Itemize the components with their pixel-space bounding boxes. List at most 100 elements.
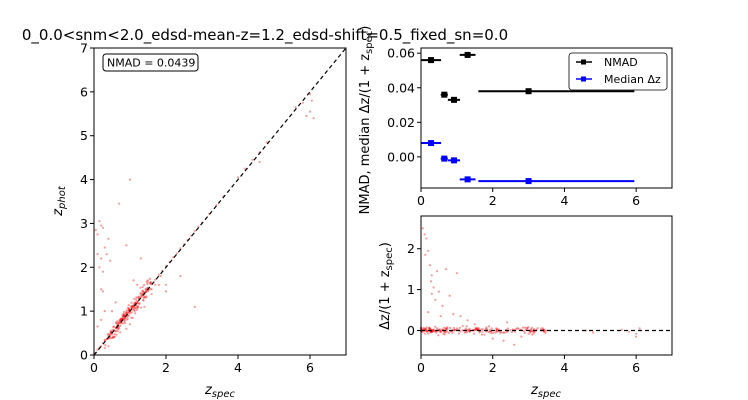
data-point xyxy=(506,321,509,324)
data-point xyxy=(193,229,196,232)
data-point xyxy=(143,305,146,308)
data-point xyxy=(481,328,484,331)
data-point xyxy=(118,322,121,325)
data-point xyxy=(532,327,536,331)
data-point xyxy=(118,321,121,325)
data-point xyxy=(132,308,135,311)
data-point xyxy=(464,327,467,330)
data-point xyxy=(125,311,128,314)
data-point xyxy=(94,228,97,232)
x-tick-label: 0 xyxy=(417,360,425,375)
data-point xyxy=(428,328,431,331)
y-tick-label: 5 xyxy=(80,128,88,143)
data-point xyxy=(522,329,526,333)
data-point xyxy=(133,309,136,312)
data-point xyxy=(111,336,114,339)
x-axis-ticks: 0 2 4 6 xyxy=(417,355,640,375)
data-point xyxy=(495,328,498,332)
nmad-annotation: NMAD = 0.0439 xyxy=(102,53,199,72)
data-point xyxy=(468,330,471,333)
x-tick-label: 2 xyxy=(162,360,170,375)
data-point xyxy=(308,93,312,96)
series-nmad xyxy=(421,51,635,103)
x-tick-label: 4 xyxy=(234,360,242,375)
data-point xyxy=(105,338,108,341)
data-point xyxy=(141,290,144,293)
data-point xyxy=(134,312,137,315)
data-point xyxy=(179,275,182,278)
data-point xyxy=(149,281,152,284)
data-point xyxy=(428,327,431,330)
data-point xyxy=(453,328,456,332)
data-point xyxy=(135,298,138,301)
plot-frame xyxy=(420,215,673,356)
data-point xyxy=(502,331,505,334)
data-point xyxy=(627,330,631,333)
data-point xyxy=(429,280,433,283)
data-point xyxy=(136,306,140,309)
data-point xyxy=(439,315,442,318)
data-point xyxy=(130,304,133,307)
data-point xyxy=(154,278,157,281)
data-point xyxy=(118,319,121,323)
data-point xyxy=(130,311,133,314)
data-point xyxy=(106,333,109,336)
data-point xyxy=(197,225,200,228)
data-point xyxy=(445,330,449,333)
data-point xyxy=(443,326,446,329)
data-point xyxy=(438,328,441,331)
data-point xyxy=(478,327,481,330)
data-point xyxy=(179,247,182,250)
one-to-one-line xyxy=(93,47,347,356)
y-tick-label: 1 xyxy=(80,304,88,319)
data-point xyxy=(457,332,461,335)
legend-label-median: Median Δz xyxy=(604,73,661,86)
data-point xyxy=(439,330,443,333)
data-point xyxy=(142,290,145,293)
data-point xyxy=(129,312,132,315)
data-point xyxy=(110,331,113,334)
data-point xyxy=(122,312,125,315)
data-point xyxy=(127,304,130,307)
data-point xyxy=(119,318,122,321)
data-point xyxy=(139,295,142,298)
data-point xyxy=(142,296,145,299)
y-tick-label: 0.04 xyxy=(387,80,415,95)
data-point xyxy=(149,282,152,285)
data-point xyxy=(527,326,530,329)
data-point xyxy=(150,281,153,284)
data-point xyxy=(432,328,435,331)
data-point xyxy=(500,331,503,334)
data-point xyxy=(502,339,505,342)
data-point xyxy=(123,319,126,322)
data-point xyxy=(100,288,103,291)
data-point xyxy=(172,256,175,259)
data-point xyxy=(119,331,122,334)
y-tick-label: 0 xyxy=(407,323,415,338)
x-axis-label: zspec xyxy=(204,383,236,400)
data-point xyxy=(116,328,119,331)
data-point xyxy=(490,327,493,330)
data-point xyxy=(135,296,138,299)
data-point xyxy=(592,331,595,334)
data-point xyxy=(121,317,124,321)
data-point xyxy=(154,283,157,286)
data-point xyxy=(138,302,141,305)
data-point xyxy=(265,141,268,144)
data-point xyxy=(141,285,144,289)
data-point xyxy=(424,327,427,330)
data-point xyxy=(127,307,131,310)
data-point xyxy=(474,326,477,329)
data-point xyxy=(428,327,431,330)
data-point xyxy=(251,158,254,161)
data-point xyxy=(485,327,489,330)
data-point xyxy=(136,305,139,308)
data-point xyxy=(148,277,152,280)
data-point xyxy=(475,327,478,330)
data-point xyxy=(423,332,426,335)
data-point xyxy=(461,324,464,328)
data-point xyxy=(104,344,107,347)
data-point xyxy=(435,327,439,330)
data-point xyxy=(492,331,495,334)
data-point xyxy=(146,279,150,282)
